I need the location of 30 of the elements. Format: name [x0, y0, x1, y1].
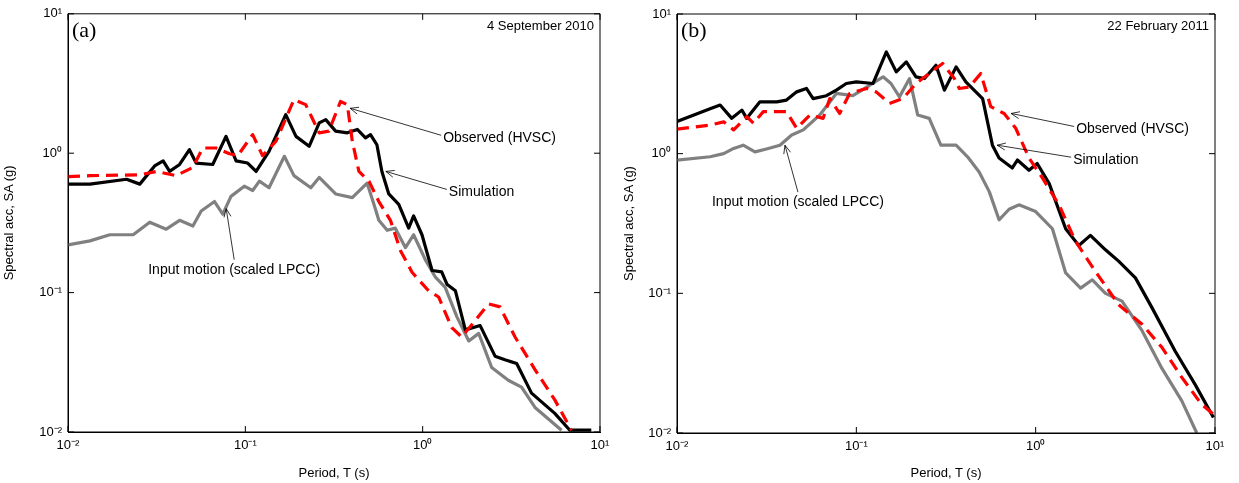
x-tick-label: 10¹ [1205, 438, 1226, 454]
y-tick-label: 10⁻² [39, 423, 63, 439]
y-tick-label: 10⁻² [648, 424, 672, 440]
x-tick-label: 10⁻² [56, 437, 81, 453]
x-tick-label: 10⁻¹ [844, 438, 869, 454]
annotation: Input motion (scaled LPCC) [148, 260, 321, 277]
annotation: Simulation [448, 183, 515, 200]
x-tick-label: 10⁰ [412, 437, 433, 453]
annotation: Observed (HVSC) [1076, 120, 1189, 137]
y-tick-label: 10⁰ [42, 144, 62, 160]
y-axis-title: Spectral acc, SA (g) [621, 166, 637, 281]
annotation: Observed (HVSC) [443, 129, 556, 146]
y-tick-label: 10¹ [43, 5, 63, 21]
x-axis-title: Period, T (s) [298, 464, 370, 480]
y-tick-label: 10¹ [652, 5, 672, 21]
x-tick-label: 10⁻¹ [233, 437, 258, 453]
x-tick-label: 10⁻² [665, 438, 690, 454]
y-tick-label: 10⁰ [651, 145, 671, 161]
x-tick-label: 10⁰ [1025, 438, 1046, 454]
annotation: 4 September 2010 [487, 17, 594, 33]
annotation: Simulation [1073, 151, 1139, 168]
y-tick-label: 10⁻¹ [39, 284, 63, 300]
x-axis-title: Period, T (s) [910, 464, 982, 480]
y-tick-label: 10⁻¹ [648, 284, 672, 300]
annotation: (a) [72, 16, 97, 42]
x-tick-label: 10¹ [590, 437, 611, 453]
y-axis-title: Spectral acc, SA (g) [1, 165, 17, 281]
annotation: Input motion (scaled LPCC) [711, 193, 884, 210]
annotation: (b) [681, 16, 707, 42]
annotation: 22 February 2011 [1107, 18, 1209, 34]
